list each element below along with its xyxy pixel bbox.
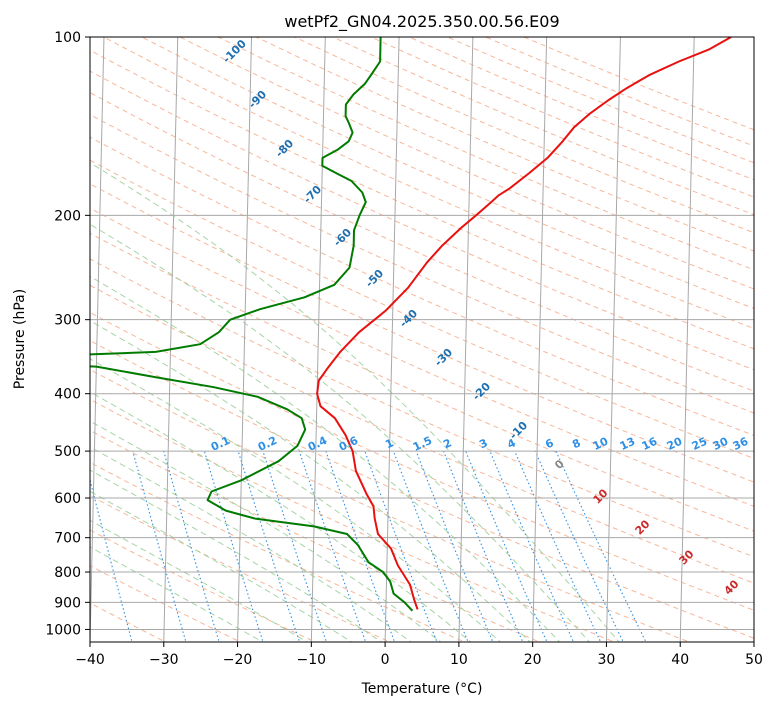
- mixing-ratio-label: 20: [665, 435, 685, 453]
- y-tick-label: 700: [54, 531, 81, 547]
- dry-adiabat-line: [90, 183, 754, 483]
- y-tick-label: 100: [54, 30, 81, 46]
- y-tick-label: 400: [54, 387, 81, 403]
- moist-adiabat-line: [90, 275, 561, 642]
- mixing-ratio-label: 13: [618, 435, 637, 453]
- x-tick-label: 30: [598, 652, 616, 668]
- x-tick-label: −30: [149, 652, 179, 668]
- isotherm-gridline: [679, 37, 695, 642]
- isotherm-gridline: [605, 37, 621, 642]
- x-tick-label: −10: [297, 652, 327, 668]
- grid-layer: [36, 37, 754, 644]
- dry-adiabat-line: [90, 369, 691, 642]
- y-tick-label: 300: [54, 313, 81, 329]
- isotherm-gridline: [458, 37, 474, 642]
- y-tick-label: 200: [54, 208, 81, 224]
- y-tick-label: 900: [54, 595, 81, 611]
- x-tick-label: 20: [524, 652, 542, 668]
- y-tick-label: 500: [54, 444, 81, 460]
- x-tick-label: 0: [381, 652, 390, 668]
- dry-adiabat-line: [90, 207, 754, 507]
- plot-frame: [89, 36, 755, 643]
- dry-adiabat-line: [90, 70, 754, 371]
- dewpoint-profile-line: [90, 37, 414, 612]
- x-tick-label: −20: [223, 652, 253, 668]
- mixing-ratio-line: [132, 450, 187, 642]
- axis-layer: −40 −30 −20 −10 0 10 20 30 40 50 100 200 300 400 500 60…: [45, 30, 763, 668]
- mixing-ratio-line: [90, 477, 133, 642]
- isotherm-gridline: [237, 37, 253, 642]
- series-layer: [90, 37, 732, 612]
- dry-adiabat-line: [141, 37, 754, 310]
- isotherm-gridline: [310, 37, 326, 642]
- mixing-ratio-line: [325, 450, 396, 642]
- mixing-ratio-line: [298, 450, 367, 642]
- mixing-ratio-line: [237, 450, 301, 642]
- x-tick-label: −40: [75, 652, 105, 668]
- mixing-ratio-line: [163, 450, 220, 642]
- dry-adiabat-line: [90, 340, 754, 639]
- x-tick-label: 50: [745, 652, 763, 668]
- isotherm-gridline: [90, 37, 105, 642]
- temperature-profile-line: [316, 37, 732, 610]
- mixing-ratio-line: [534, 450, 624, 642]
- y-tick-label: 1000: [45, 622, 81, 638]
- x-axis-title: Temperature (°C): [361, 681, 483, 697]
- moist-adiabat-line: [90, 469, 383, 642]
- mixing-ratio-line: [555, 450, 647, 642]
- mixing-ratio-line: [415, 450, 494, 642]
- x-tick-label: 10: [450, 652, 468, 668]
- isotherm-gridline: [163, 37, 179, 642]
- dry-adiabat-line: [90, 114, 754, 414]
- isotherm-gridline: [384, 37, 400, 642]
- mixing-ratio-line: [514, 450, 602, 642]
- mixing-ratio-line: [203, 450, 264, 642]
- plot-background: [90, 37, 754, 642]
- moist-adiabat-line: [90, 223, 591, 642]
- mixing-ratio-line: [262, 450, 327, 642]
- x-tick-label: 40: [671, 652, 689, 668]
- chart-title: wetPf2_GN04.2025.350.00.56.E09: [284, 12, 559, 32]
- mixing-ratio-label: 25: [690, 435, 709, 453]
- mixing-ratio-label: 30: [711, 435, 731, 453]
- mixing-ratio-line: [36, 451, 83, 644]
- mixing-ratio-line: [364, 450, 438, 642]
- mixing-ratio-label: 16: [640, 435, 660, 453]
- dry-adiabat-line: [90, 232, 754, 532]
- y-tick-label: 800: [54, 565, 81, 581]
- isotherm-gridline: [532, 37, 548, 642]
- mixing-ratio-line: [392, 450, 469, 642]
- mixing-ratio-label: 10: [591, 435, 611, 453]
- isotherm-gridline: [753, 620, 754, 642]
- mixing-ratio-label: 36: [731, 435, 751, 453]
- y-axis-title: Pressure (hPa): [12, 289, 28, 389]
- y-tick-label: 600: [54, 491, 81, 507]
